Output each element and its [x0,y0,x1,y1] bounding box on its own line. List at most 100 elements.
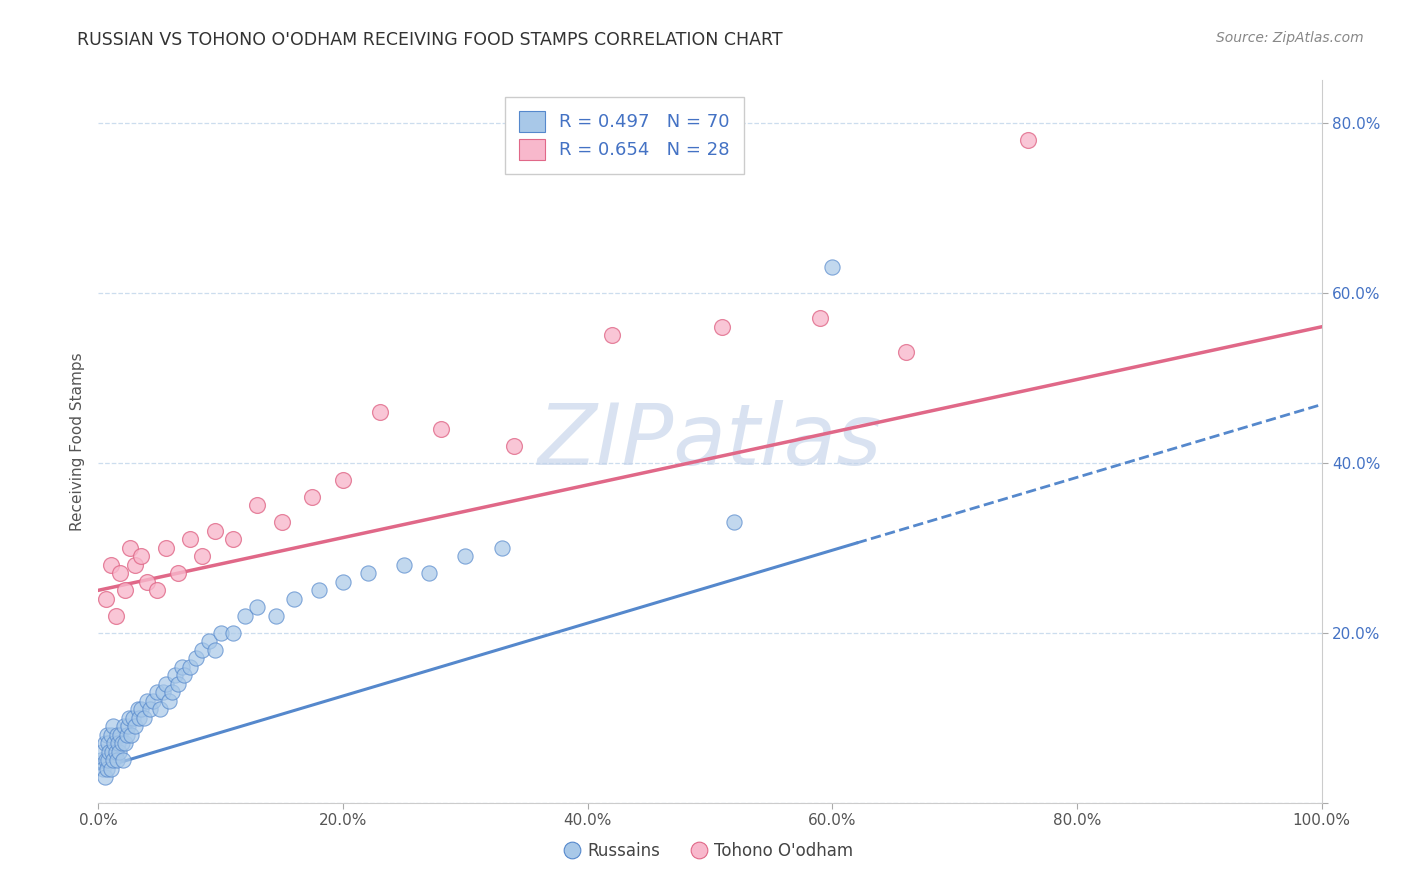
Point [233,608,256,623]
Point [103,736,125,750]
Point [129,702,152,716]
Point [104,608,127,623]
Point [170,660,193,674]
Point [167,566,190,581]
Point [139,702,162,716]
Point [454,549,477,564]
Point [129,549,152,564]
Point [108,745,131,759]
Point [723,516,745,530]
Point [101,719,124,733]
Point [114,583,136,598]
Point [100,762,122,776]
Point [101,745,124,759]
Point [111,753,134,767]
Point [90,753,112,767]
Point [821,260,844,275]
Point [121,711,143,725]
Point [264,608,287,623]
Point [98,745,121,759]
Point [124,558,146,572]
Point [283,591,305,606]
Point [124,719,146,733]
Point [97,753,120,767]
Point [160,685,183,699]
Point [356,566,378,581]
Text: Source: ZipAtlas.com: Source: ZipAtlas.com [1216,31,1364,45]
Point [136,574,159,589]
Point [132,711,155,725]
Point [94,753,117,767]
Point [155,677,177,691]
Point [110,728,132,742]
Point [165,668,187,682]
Point [222,533,245,547]
Y-axis label: Receiving Food Stamps: Receiving Food Stamps [69,352,84,531]
Point [107,736,129,750]
Point [136,694,159,708]
Point [96,762,118,776]
Point [894,345,917,359]
Point [209,625,232,640]
Point [101,753,124,767]
Point [127,702,149,716]
Point [191,642,214,657]
Point [179,533,201,547]
Point [97,736,120,750]
Point [301,490,323,504]
Point [146,583,169,598]
Point [179,660,201,674]
Point [167,677,190,691]
Point [100,558,122,572]
Point [204,642,226,657]
Point [197,634,219,648]
Point [600,328,623,343]
Point [246,498,269,512]
Point [222,625,245,640]
Point [332,574,354,589]
Point [808,311,831,326]
Point [93,770,115,784]
Point [270,516,294,530]
Point [118,711,141,725]
Point [91,745,114,759]
Point [430,422,453,436]
Point [112,719,135,733]
Point [104,745,127,759]
Point [368,405,391,419]
Point [152,685,174,699]
Point [120,728,142,742]
Point [246,600,269,615]
Point [1017,133,1039,147]
Point [117,719,139,733]
Legend: Russains, Tohono O'odham: Russains, Tohono O'odham [561,836,859,867]
Point [155,541,177,555]
Point [332,473,354,487]
Point [173,668,195,682]
Point [392,558,416,572]
Point [120,541,142,555]
Point [146,685,169,699]
Point [115,728,138,742]
Point [204,524,226,538]
Point [142,694,165,708]
Point [128,711,150,725]
Point [308,583,330,598]
Point [91,762,114,776]
Point [105,728,128,742]
Point [105,753,128,767]
Point [503,439,526,453]
Point [491,541,513,555]
Point [711,319,734,334]
Point [94,591,117,606]
Text: RUSSIAN VS TOHONO O'ODHAM RECEIVING FOOD STAMPS CORRELATION CHART: RUSSIAN VS TOHONO O'ODHAM RECEIVING FOOD… [77,31,783,49]
Point [111,736,134,750]
Point [186,651,208,665]
Point [114,736,136,750]
Point [149,702,172,716]
Point [93,736,115,750]
Point [100,728,122,742]
Point [191,549,214,564]
Point [96,728,118,742]
Point [110,566,132,581]
